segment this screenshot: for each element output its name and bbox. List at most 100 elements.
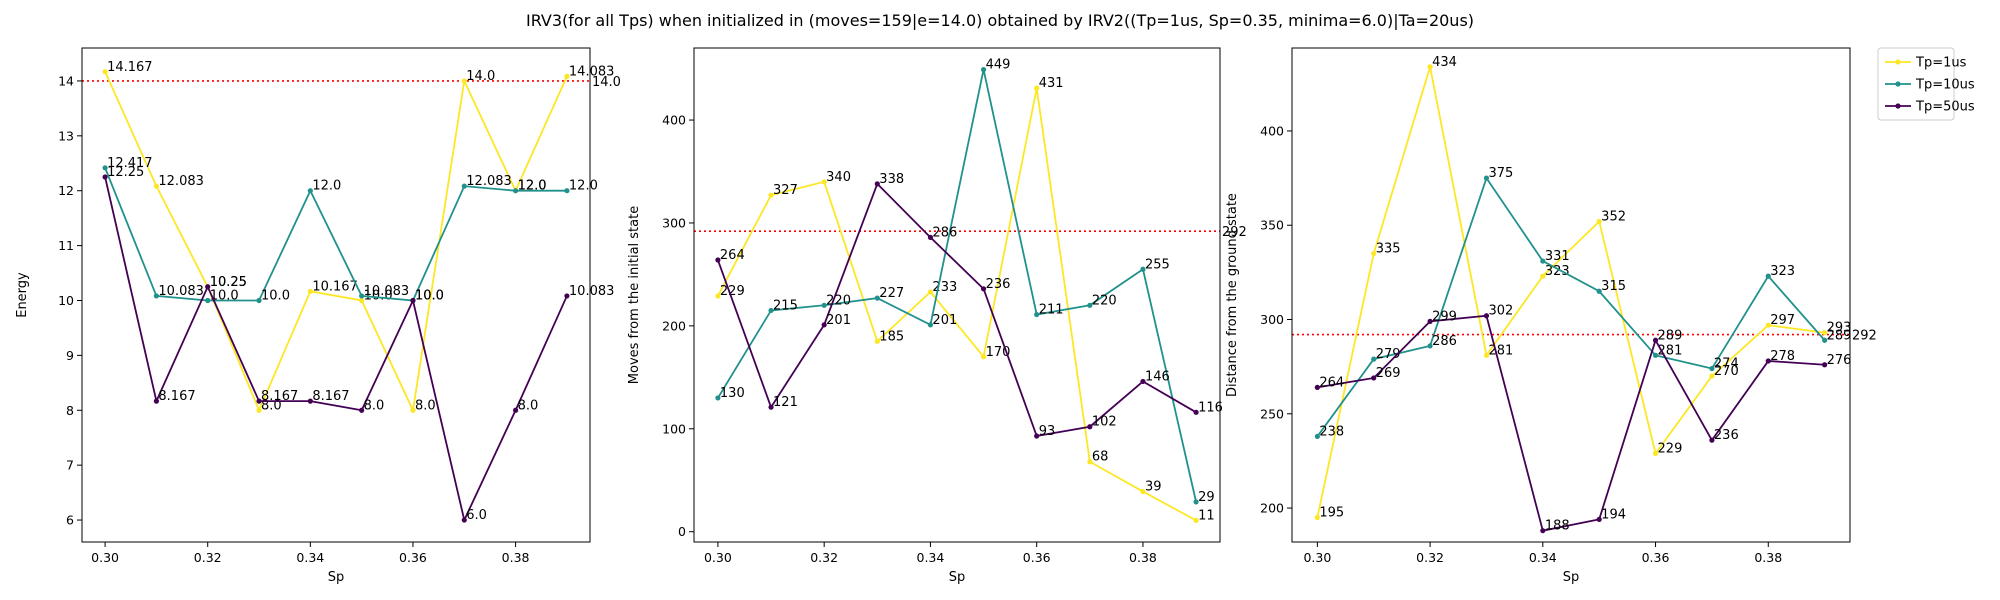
data-point bbox=[1140, 266, 1146, 272]
y-axis-label: Moves from the initial state bbox=[627, 206, 642, 384]
data-point bbox=[1709, 437, 1715, 443]
data-point bbox=[1314, 433, 1320, 440]
data-label: 68 bbox=[1092, 450, 1109, 465]
panels: 14.014.16712.08310.258.010.16710.08.014.… bbox=[15, 47, 1877, 585]
y-tick-label: 300 bbox=[662, 215, 686, 230]
data-point bbox=[410, 407, 416, 413]
data-label: 274 bbox=[1714, 357, 1739, 372]
series-line bbox=[104, 71, 568, 414]
legend-marker bbox=[1895, 59, 1901, 65]
data-label: 238 bbox=[1319, 424, 1344, 439]
data-point bbox=[1087, 459, 1093, 465]
y-tick-label: 200 bbox=[1260, 501, 1284, 516]
series-Tp=50us bbox=[1314, 313, 1828, 534]
data-label: 299 bbox=[1432, 309, 1457, 324]
data-point bbox=[927, 234, 934, 240]
series-line bbox=[1316, 66, 1825, 518]
data-label: 8.0 bbox=[518, 398, 539, 413]
data-label: 10.083 bbox=[158, 284, 204, 299]
data-point bbox=[1087, 424, 1093, 430]
x-tick-label: 0.34 bbox=[1529, 550, 1557, 565]
data-label: 10.0 bbox=[415, 288, 444, 303]
data-point bbox=[1540, 528, 1546, 534]
reference-line-label: 14.0 bbox=[592, 75, 621, 90]
data-point bbox=[307, 398, 313, 404]
series-labels-Tp=10us: 130 215 220 227 201 449 211 220 255 29 bbox=[720, 58, 1215, 505]
x-tick-label: 0.30 bbox=[91, 550, 119, 565]
data-label: 10.25 bbox=[210, 275, 247, 290]
data-point bbox=[359, 297, 365, 304]
data-point bbox=[768, 404, 774, 410]
data-point bbox=[1483, 352, 1490, 358]
data-point bbox=[1483, 313, 1490, 319]
data-label: 8.0 bbox=[364, 398, 385, 413]
x-tick-label: 0.38 bbox=[502, 550, 530, 565]
data-label: 116 bbox=[1198, 400, 1223, 415]
data-label: 434 bbox=[1432, 55, 1457, 70]
series-labels-Tp=50us: 264 269 299 302 188 194 289 236 278 276 bbox=[1319, 304, 1851, 534]
data-point bbox=[1034, 311, 1040, 318]
data-point bbox=[410, 297, 416, 304]
data-point bbox=[980, 354, 987, 360]
data-point bbox=[359, 293, 365, 299]
data-point bbox=[1034, 433, 1040, 439]
data-point bbox=[205, 284, 211, 290]
data-label: 449 bbox=[986, 58, 1011, 73]
data-point bbox=[1034, 85, 1040, 91]
data-label: 293 bbox=[1827, 321, 1852, 336]
data-label: 10.0 bbox=[261, 288, 290, 303]
legend: Tp=1us Tp=10us Tp=50us bbox=[1877, 47, 1975, 121]
data-label: 289 bbox=[1658, 328, 1683, 343]
data-point bbox=[1652, 337, 1659, 343]
data-label: 323 bbox=[1770, 264, 1795, 279]
data-point bbox=[1822, 362, 1828, 368]
data-point bbox=[1709, 373, 1715, 379]
legend-entry: Tp=1us bbox=[1885, 56, 1967, 71]
data-point bbox=[102, 69, 108, 75]
data-label: 130 bbox=[720, 386, 745, 401]
data-point bbox=[359, 407, 365, 413]
x-tick-label: 0.30 bbox=[1303, 550, 1331, 565]
data-point bbox=[307, 288, 313, 294]
data-point bbox=[715, 257, 721, 263]
data-label: 12.083 bbox=[158, 174, 204, 189]
y-tick-label: 300 bbox=[1260, 312, 1284, 327]
data-point bbox=[874, 338, 880, 344]
x-tick-label: 0.32 bbox=[194, 550, 222, 565]
series-line bbox=[717, 182, 1197, 438]
data-label: 10.167 bbox=[312, 279, 358, 294]
y-tick-label: 250 bbox=[1260, 406, 1284, 421]
data-label: 431 bbox=[1039, 76, 1064, 91]
data-label: 233 bbox=[932, 280, 957, 295]
data-label: 12.0 bbox=[569, 179, 598, 194]
data-label: 229 bbox=[1658, 441, 1683, 456]
y-tick-label: 7 bbox=[66, 458, 74, 473]
data-point bbox=[1314, 514, 1320, 521]
data-point bbox=[153, 398, 160, 404]
data-point bbox=[1427, 318, 1433, 324]
y-tick-label: 400 bbox=[662, 113, 686, 128]
data-label: 12.0 bbox=[312, 179, 341, 194]
data-label: 335 bbox=[1376, 242, 1401, 257]
data-point bbox=[564, 293, 570, 299]
data-point bbox=[821, 322, 827, 328]
legend-frame bbox=[1877, 47, 1955, 121]
data-point bbox=[512, 188, 519, 194]
series-Tp=50us bbox=[715, 181, 1199, 439]
data-point bbox=[153, 293, 160, 299]
data-label: 10.0 bbox=[364, 288, 393, 303]
series-Tp=50us bbox=[102, 174, 570, 523]
data-label: 211 bbox=[1039, 303, 1064, 318]
data-label: 236 bbox=[986, 277, 1011, 292]
data-point bbox=[1140, 488, 1146, 495]
data-label: 121 bbox=[773, 395, 798, 410]
data-label: 229 bbox=[720, 284, 745, 299]
data-label: 302 bbox=[1488, 304, 1513, 319]
reference-line-label: 292 bbox=[1852, 329, 1877, 344]
data-point bbox=[1193, 517, 1199, 523]
plot-frame bbox=[693, 47, 1221, 543]
data-label: 12.0 bbox=[518, 179, 547, 194]
